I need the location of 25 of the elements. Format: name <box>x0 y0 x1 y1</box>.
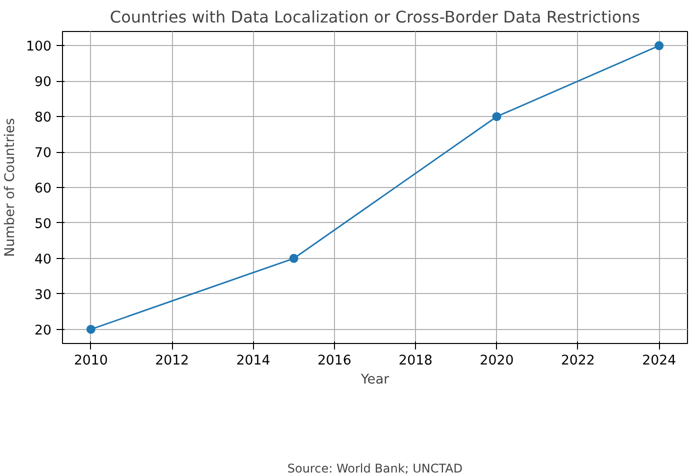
y-tick-label: 30 <box>34 288 52 303</box>
y-tick-label: 90 <box>34 75 52 90</box>
chart-title: Countries with Data Localization or Cross-Border Data Restrictions <box>110 8 640 26</box>
x-axis-title: Year <box>360 372 390 388</box>
source-note: Source: World Bank; UNCTAD <box>287 462 463 475</box>
y-tick-label: 50 <box>34 216 52 232</box>
x-tick-label: 2020 <box>480 354 514 368</box>
point <box>289 254 298 263</box>
point <box>654 41 664 50</box>
x-tick-label: 2018 <box>398 354 433 368</box>
x-tick-label: 2016 <box>317 354 352 368</box>
x-tick-label: 2024 <box>642 354 676 368</box>
x-tick-label: 2014 <box>236 354 270 368</box>
y-tick-label: 40 <box>34 252 52 268</box>
y-axis-title: Number of Countries <box>3 118 18 257</box>
x-tick-label: 2012 <box>155 354 190 368</box>
x-tick-label: 2010 <box>74 354 108 368</box>
y-tick-label: 80 <box>34 110 52 126</box>
x-tick-label: 2022 <box>560 354 595 368</box>
point <box>86 324 96 334</box>
y-tick-label: 70 <box>34 146 52 162</box>
y-tick-label: 20 <box>34 323 52 338</box>
point <box>492 112 502 122</box>
y-tick-label: 100 <box>26 40 52 55</box>
y-tick-label: 60 <box>34 182 52 196</box>
